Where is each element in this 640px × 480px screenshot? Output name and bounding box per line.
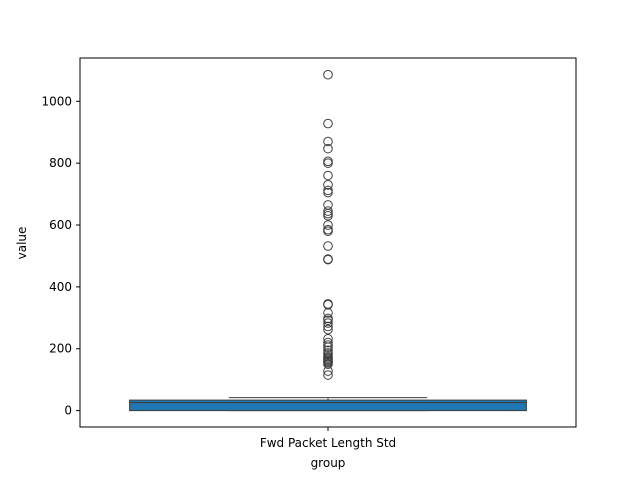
- outlier-point: [323, 118, 333, 129]
- x-tick-label: Fwd Packet Length Std: [260, 436, 396, 450]
- outlier-point: [323, 206, 333, 216]
- y-tick-label: 200: [49, 342, 72, 356]
- outlier-point: [323, 158, 333, 168]
- y-tick-label: 0: [64, 404, 72, 418]
- outlier-point: [323, 136, 333, 147]
- outlier-point: [323, 69, 333, 80]
- outlier-point: [323, 337, 333, 348]
- outlier-point: [323, 241, 333, 251]
- y-tick-label: 400: [49, 280, 72, 294]
- outlier-point: [323, 220, 333, 230]
- outlier-point: [323, 370, 333, 380]
- outlier-point: [323, 366, 333, 376]
- outlier-point: [323, 210, 333, 221]
- plot-area-frame: [79, 57, 577, 428]
- y-tick-label: 600: [49, 218, 72, 232]
- outlier-point: [323, 226, 333, 237]
- outlier-point: [323, 321, 333, 332]
- y-axis-title: value: [15, 227, 29, 260]
- outlier-point: [323, 143, 333, 154]
- iqr-box: [129, 399, 527, 412]
- outlier-point: [323, 208, 333, 219]
- outlier-point: [323, 300, 333, 310]
- outlier-point: [323, 318, 333, 328]
- outlier-point: [323, 359, 333, 370]
- outlier-point: [323, 187, 333, 198]
- outlier-point: [323, 170, 333, 181]
- outlier-point: [323, 308, 333, 318]
- outlier-point: [323, 315, 333, 326]
- x-axis-title: group: [311, 456, 346, 470]
- outlier-point: [323, 254, 333, 265]
- outlier-point: [323, 324, 333, 335]
- box-group: [129, 397, 527, 412]
- y-axis-ticks: 0 200 400 600 800 1000: [41, 94, 80, 418]
- outlier-point: [323, 180, 333, 190]
- y-tick-label: 800: [49, 156, 72, 170]
- x-axis-ticks: Fwd Packet Length Std: [260, 427, 396, 450]
- outlier-point: [323, 342, 333, 352]
- outlier-point: [323, 185, 333, 196]
- outlier-points: [323, 69, 333, 380]
- outlier-point: [323, 340, 333, 350]
- y-tick-label: 1000: [41, 94, 72, 108]
